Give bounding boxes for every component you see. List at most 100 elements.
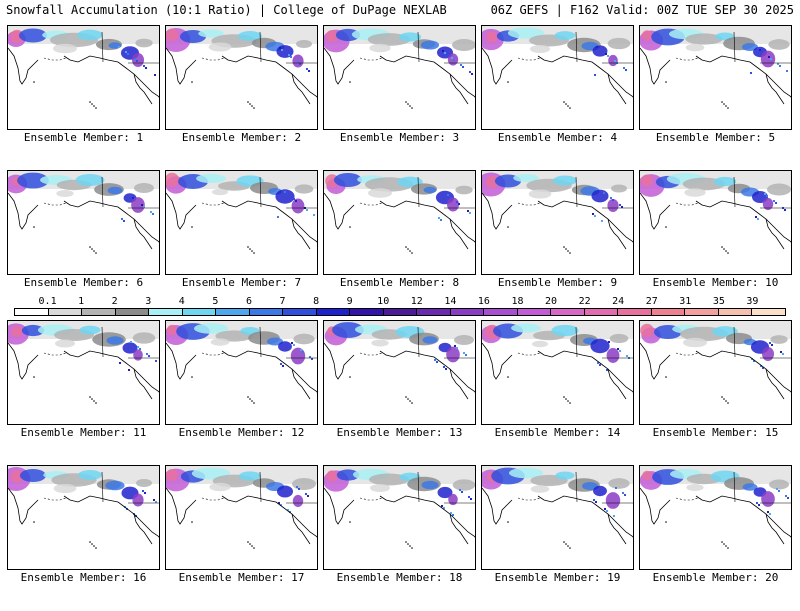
snow-speck (593, 499, 595, 501)
map-graphic (324, 321, 475, 404)
snow-speck (280, 504, 282, 506)
pacific-coastline (607, 73, 627, 105)
island-marker (507, 81, 509, 83)
hawaii-island (91, 248, 93, 250)
pacific-coastline (607, 368, 627, 400)
asia-coastline (640, 342, 671, 380)
ensemble-member-label: Ensemble Member: 13 (336, 426, 463, 439)
snow-area (530, 485, 550, 493)
map-graphic (166, 466, 317, 549)
island-marker (507, 521, 509, 523)
colorbar-label: 39 (746, 296, 759, 307)
ensemble-member-label: Ensemble Member: 1 (23, 131, 144, 144)
map-graphic (482, 26, 633, 109)
snowfall-map (481, 25, 634, 130)
hawaii-island (249, 103, 251, 105)
island-marker (507, 226, 509, 228)
colorbar-label: 24 (612, 296, 625, 307)
map-graphic (8, 26, 159, 109)
snow-shading (482, 27, 631, 76)
aleutian-islands (517, 57, 541, 61)
north-america-coastline (379, 350, 475, 393)
snow-speck (142, 490, 144, 492)
aleutian-islands (201, 352, 225, 356)
asia-coastline (166, 342, 197, 380)
hawaii-island (727, 547, 729, 549)
snow-speck (454, 345, 456, 347)
snowfall-map (165, 320, 318, 425)
asia-coastline (640, 47, 671, 85)
hawaii-island (95, 402, 97, 404)
snow-speck (776, 488, 778, 490)
map-graphic (482, 321, 633, 404)
north-america-coastline (63, 495, 159, 538)
snow-shading (324, 322, 474, 370)
snow-speck (462, 66, 464, 68)
hawaii-island (567, 545, 569, 547)
ensemble-member-label: Ensemble Member: 17 (178, 571, 305, 584)
ensemble-panel: Ensemble Member: 3 (323, 25, 476, 171)
snow-speck (757, 218, 759, 220)
snow-speck (751, 358, 753, 360)
pacific-coastline (449, 513, 469, 545)
hawaii-island (569, 107, 571, 109)
snow-speck (313, 214, 315, 216)
map-graphic (640, 321, 791, 404)
snow-speck (445, 368, 447, 370)
pacific-coastline (133, 73, 153, 105)
map-graphic (482, 466, 633, 549)
snow-speck (132, 197, 134, 199)
colorbar-swatch (216, 309, 250, 315)
snow-speck (284, 191, 286, 193)
snow-speck (452, 514, 454, 516)
north-america-coastline (63, 55, 159, 98)
snow-speck (155, 501, 157, 503)
colorbar-swatch (618, 309, 652, 315)
snow-area (166, 172, 180, 188)
alaska-border (101, 326, 104, 358)
map-graphic (640, 26, 791, 109)
snow-speck (290, 56, 292, 58)
hawaii-island (405, 541, 407, 543)
snowfall-map (639, 170, 792, 275)
alaska-border (733, 471, 736, 503)
snow-speck (753, 360, 755, 362)
snow-area (760, 50, 776, 68)
colorbar-label: 4 (178, 296, 185, 307)
snow-shading (324, 468, 475, 516)
snow-speck (440, 219, 442, 221)
snow-speck (279, 47, 281, 49)
snow-area (78, 470, 102, 480)
snowfall-map (639, 25, 792, 130)
snow-speck (619, 204, 621, 206)
snow-speck (594, 74, 596, 76)
hawaii-island (409, 545, 411, 547)
snow-speck (612, 199, 614, 201)
snow-area (398, 32, 422, 42)
snow-speck (604, 508, 606, 510)
snow-speck (779, 65, 781, 67)
snow-area (452, 39, 475, 51)
colorbar-swatch (149, 309, 183, 315)
aleutian-islands (359, 352, 383, 356)
snow-speck (146, 353, 148, 355)
snow-area (122, 342, 138, 354)
colorbar-swatch (651, 309, 686, 315)
colorbar-label: 5 (212, 296, 219, 307)
colorbar-label: 12 (410, 296, 423, 307)
snow-speck (599, 364, 601, 366)
asia-coastline (8, 487, 39, 525)
ensemble-member-label: Ensemble Member: 11 (20, 426, 147, 439)
snow-speck (451, 57, 453, 59)
alaska-border (259, 326, 262, 358)
snow-area (767, 183, 791, 196)
island-marker (33, 521, 35, 523)
snow-speck (444, 52, 446, 54)
asia-coastline (166, 192, 197, 230)
snow-speck (459, 489, 461, 491)
snow-speck (150, 211, 152, 213)
snow-area (593, 485, 607, 497)
aleutian-islands (359, 497, 383, 501)
hawaii-island (563, 101, 565, 103)
ensemble-panel: Ensemble Member: 4 (481, 25, 634, 171)
